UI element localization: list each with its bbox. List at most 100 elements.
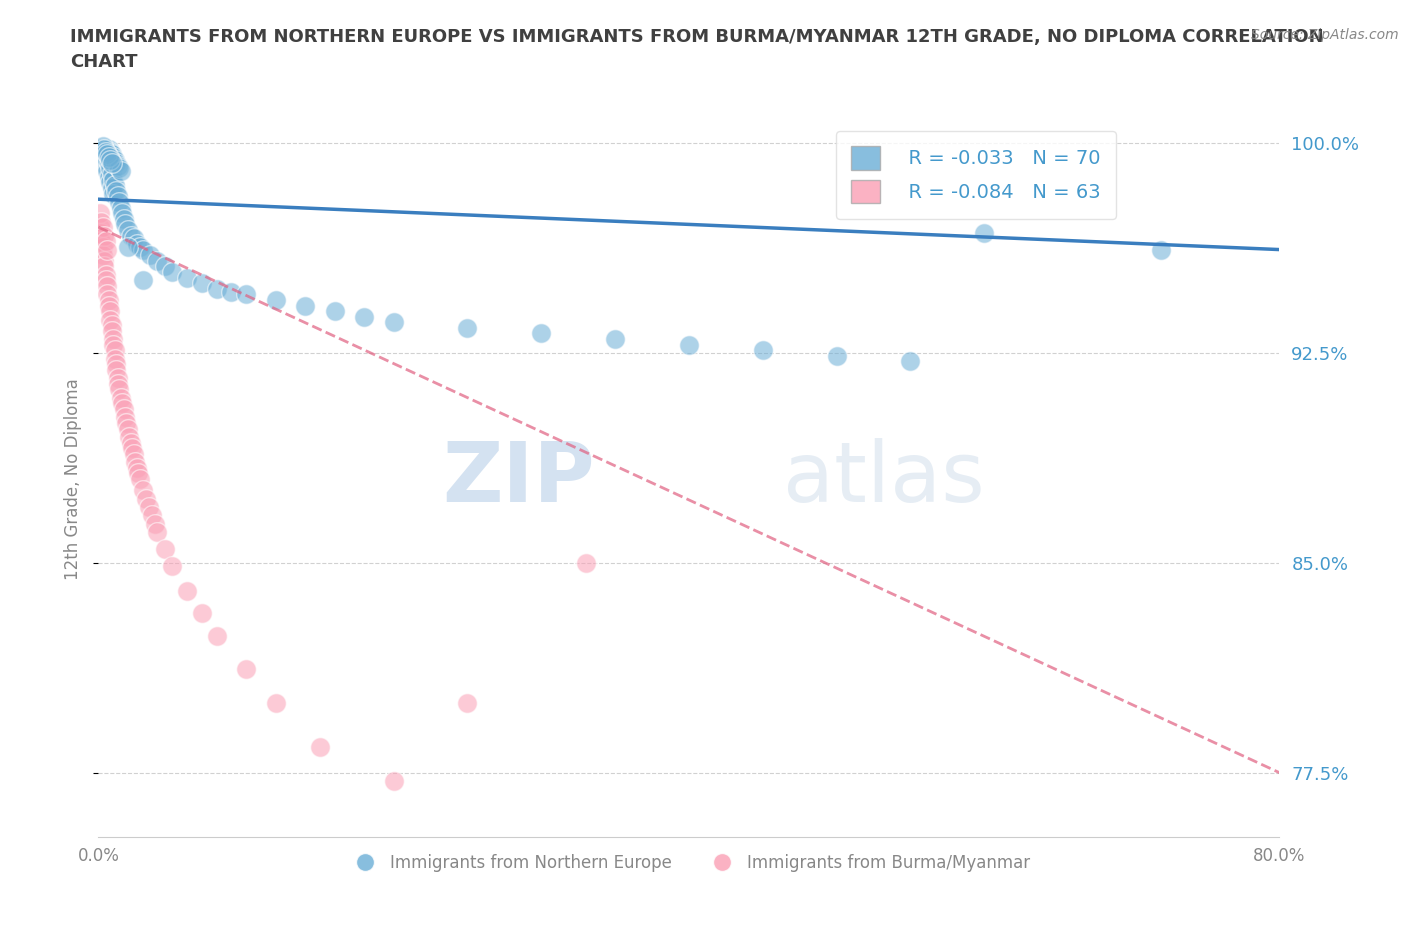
Point — [575, 555, 598, 570]
Point — [97, 141, 120, 156]
Point — [90, 225, 112, 240]
Point — [107, 189, 129, 204]
Point — [104, 153, 127, 167]
Point — [1150, 242, 1173, 257]
Point — [162, 558, 183, 573]
Point — [91, 247, 114, 262]
Point — [146, 525, 169, 539]
Point — [94, 233, 117, 248]
Point — [111, 206, 134, 220]
Point — [264, 293, 287, 308]
Point — [96, 147, 118, 162]
Point — [127, 466, 149, 481]
Point — [103, 332, 125, 347]
Legend: Immigrants from Northern Europe, Immigrants from Burma/Myanmar: Immigrants from Northern Europe, Immigra… — [342, 847, 1036, 879]
Point — [93, 228, 115, 243]
Point — [107, 377, 129, 392]
Point — [103, 150, 125, 165]
Point — [96, 164, 118, 179]
Point — [132, 272, 155, 287]
Point — [98, 161, 121, 176]
Point — [91, 144, 114, 159]
Point — [191, 275, 214, 290]
Point — [89, 206, 111, 220]
Point — [323, 304, 346, 319]
Point — [125, 460, 148, 475]
Point — [98, 312, 121, 327]
Point — [93, 147, 115, 162]
Point — [97, 299, 120, 313]
Point — [90, 214, 112, 229]
Point — [122, 446, 145, 461]
Point — [114, 410, 136, 425]
Point — [457, 321, 479, 336]
Point — [825, 349, 848, 364]
Point — [139, 247, 162, 262]
Point — [91, 239, 114, 254]
Point — [97, 155, 120, 170]
Point — [382, 774, 405, 789]
Point — [112, 211, 135, 226]
Point — [153, 541, 176, 556]
Point — [121, 441, 143, 456]
Point — [191, 605, 214, 620]
Point — [143, 516, 166, 531]
Point — [353, 310, 375, 325]
Point — [104, 343, 127, 358]
Y-axis label: 12th Grade, No Diploma: 12th Grade, No Diploma — [65, 379, 83, 579]
Point — [97, 293, 120, 308]
Point — [112, 402, 135, 417]
Point — [605, 332, 627, 347]
Point — [96, 242, 118, 257]
Point — [132, 483, 155, 498]
Point — [309, 740, 332, 755]
Point — [96, 278, 118, 293]
Point — [97, 169, 120, 184]
Point — [176, 583, 198, 598]
Point — [110, 164, 132, 179]
Point — [382, 315, 405, 330]
Point — [108, 161, 131, 176]
Point — [98, 175, 121, 190]
Point — [141, 508, 163, 523]
Point — [108, 382, 131, 397]
Point — [98, 153, 121, 167]
Point — [100, 180, 122, 195]
Point — [128, 472, 150, 486]
Point — [94, 272, 117, 287]
Point — [100, 324, 122, 339]
Point — [128, 239, 150, 254]
Point — [103, 186, 125, 201]
Point — [118, 430, 141, 445]
Point — [103, 338, 125, 352]
Point — [117, 421, 139, 436]
Point — [94, 150, 117, 165]
Point — [752, 343, 775, 358]
Point — [117, 222, 139, 237]
Point — [91, 139, 114, 153]
Point — [105, 357, 128, 372]
Point — [124, 455, 146, 470]
Point — [146, 253, 169, 268]
Point — [457, 696, 479, 711]
Point — [235, 286, 257, 301]
Point — [117, 239, 139, 254]
Point — [107, 371, 129, 386]
Point — [105, 363, 128, 378]
Point — [120, 228, 142, 243]
Point — [294, 299, 316, 313]
Point — [100, 147, 122, 162]
Point — [205, 281, 228, 296]
Point — [108, 194, 131, 209]
Point — [94, 267, 117, 282]
Point — [96, 286, 118, 301]
Point — [110, 391, 132, 405]
Point — [162, 264, 183, 279]
Point — [153, 259, 176, 273]
Point — [530, 326, 553, 341]
Point — [105, 183, 128, 198]
Point — [132, 242, 155, 257]
Text: ZIP: ZIP — [441, 438, 595, 520]
Point — [205, 628, 228, 643]
Point — [100, 318, 122, 333]
